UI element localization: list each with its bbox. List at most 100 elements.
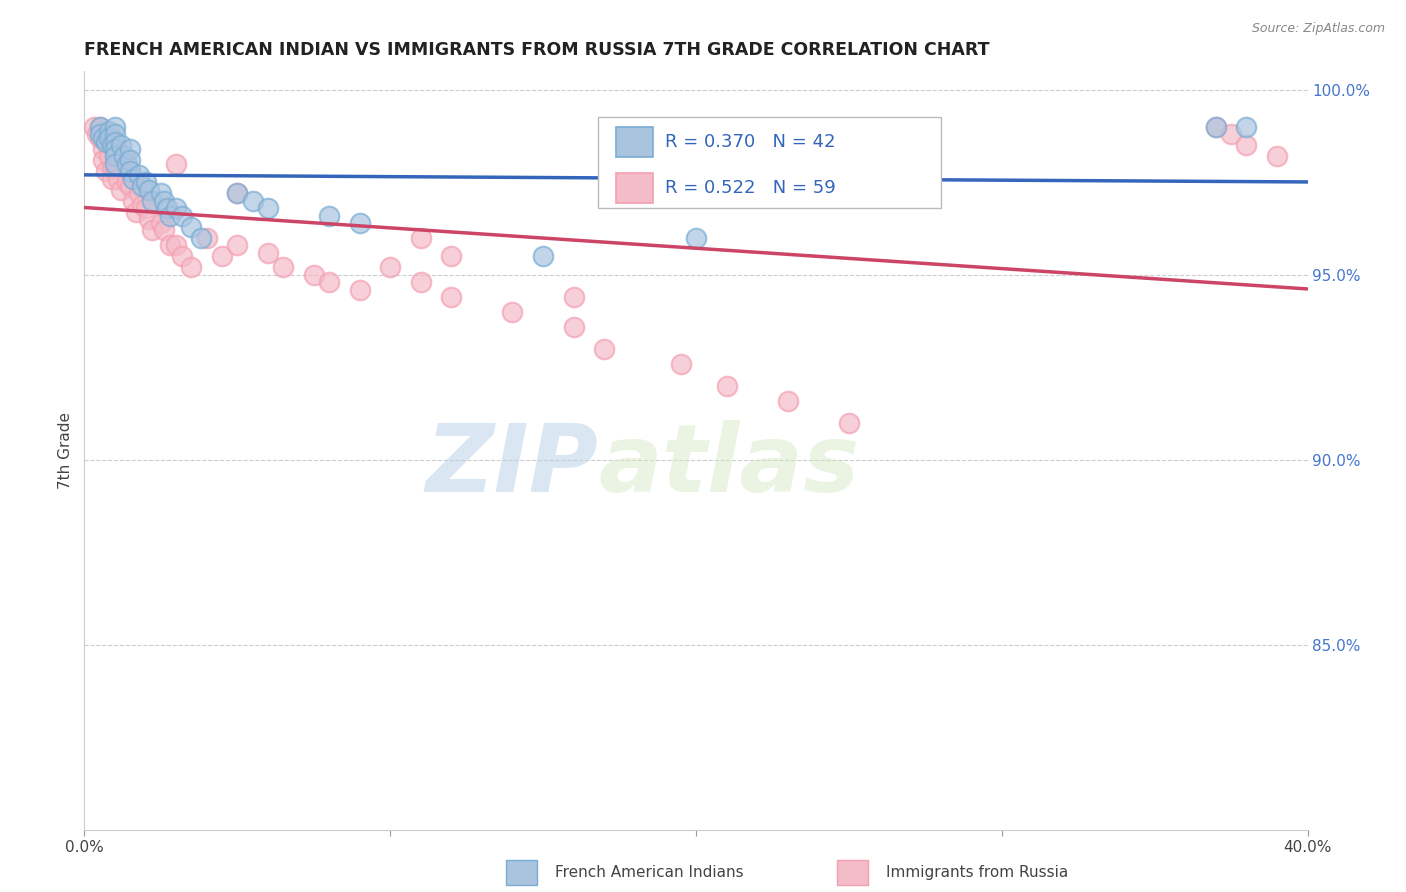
Point	[716, 378, 738, 392]
FancyBboxPatch shape	[616, 173, 654, 203]
Point	[104, 149, 127, 163]
Point	[104, 157, 127, 171]
Point	[562, 290, 585, 304]
Point	[104, 142, 127, 156]
Point	[242, 194, 264, 208]
Text: French American Indians: French American Indians	[555, 865, 744, 880]
Point	[128, 186, 150, 201]
Point	[149, 186, 172, 201]
Text: R = 0.522   N = 59: R = 0.522 N = 59	[665, 178, 837, 197]
Point	[97, 123, 120, 137]
Point	[131, 197, 153, 211]
Point	[257, 201, 280, 215]
Point	[141, 194, 163, 208]
Point	[131, 179, 153, 194]
Point	[89, 120, 111, 134]
Point	[172, 249, 194, 263]
Point	[94, 164, 117, 178]
Point	[115, 157, 138, 171]
Text: R = 0.370   N = 42: R = 0.370 N = 42	[665, 133, 837, 152]
Point	[104, 149, 127, 163]
Point	[125, 205, 148, 219]
Point	[562, 319, 585, 334]
FancyBboxPatch shape	[616, 128, 654, 158]
Point	[190, 231, 212, 245]
Point	[531, 249, 554, 263]
Point	[1220, 127, 1243, 141]
Point	[91, 142, 114, 156]
Point	[122, 171, 145, 186]
Point	[101, 138, 124, 153]
Point	[593, 342, 616, 356]
Point	[135, 175, 157, 189]
Text: atlas: atlas	[598, 419, 859, 512]
Point	[349, 283, 371, 297]
Point	[120, 179, 142, 194]
Text: Immigrants from Russia: Immigrants from Russia	[886, 865, 1069, 880]
Point	[94, 135, 117, 149]
Point	[91, 131, 114, 145]
Point	[149, 216, 172, 230]
Point	[107, 171, 129, 186]
Point	[302, 268, 325, 282]
Text: FRENCH AMERICAN INDIAN VS IMMIGRANTS FROM RUSSIA 7TH GRADE CORRELATION CHART: FRENCH AMERICAN INDIAN VS IMMIGRANTS FRO…	[84, 41, 990, 59]
Point	[685, 231, 707, 245]
Point	[112, 149, 135, 163]
Point	[409, 275, 432, 289]
Point	[120, 164, 142, 178]
Point	[776, 393, 799, 408]
Point	[104, 127, 127, 141]
Point	[318, 275, 340, 289]
Point	[349, 216, 371, 230]
Point	[156, 201, 179, 215]
Point	[153, 194, 176, 208]
Point	[104, 138, 127, 153]
Point	[83, 120, 105, 134]
Point	[165, 157, 187, 171]
Point	[195, 231, 218, 245]
Point	[1236, 138, 1258, 153]
Point	[1205, 120, 1227, 134]
Point	[226, 238, 249, 252]
Point	[89, 127, 111, 141]
Point	[128, 168, 150, 182]
Point	[180, 260, 202, 275]
Point	[180, 219, 202, 234]
Point	[141, 223, 163, 237]
Point	[669, 357, 692, 371]
Point	[226, 186, 249, 201]
Point	[110, 183, 132, 197]
Point	[226, 186, 249, 201]
FancyBboxPatch shape	[598, 117, 941, 208]
Point	[110, 138, 132, 153]
Text: ZIP: ZIP	[425, 419, 598, 512]
Point	[101, 161, 124, 175]
Point	[104, 135, 127, 149]
Point	[1205, 120, 1227, 134]
Y-axis label: 7th Grade: 7th Grade	[58, 412, 73, 489]
Point	[165, 201, 187, 215]
Point	[159, 238, 181, 252]
Point	[380, 260, 402, 275]
Point	[172, 209, 194, 223]
Text: Source: ZipAtlas.com: Source: ZipAtlas.com	[1251, 22, 1385, 36]
Point	[138, 212, 160, 227]
Point	[89, 120, 111, 134]
Point	[271, 260, 294, 275]
Point	[104, 120, 127, 134]
Point	[122, 194, 145, 208]
Point	[86, 127, 108, 141]
Point	[138, 183, 160, 197]
Point	[115, 175, 138, 189]
Point	[120, 153, 142, 168]
Point	[165, 238, 187, 252]
Point	[120, 142, 142, 156]
Point	[135, 201, 157, 215]
Point	[91, 153, 114, 168]
Point	[159, 209, 181, 223]
Point	[153, 223, 176, 237]
Point	[97, 138, 120, 153]
Point	[318, 209, 340, 223]
Point	[1265, 149, 1288, 163]
Point	[440, 249, 463, 263]
